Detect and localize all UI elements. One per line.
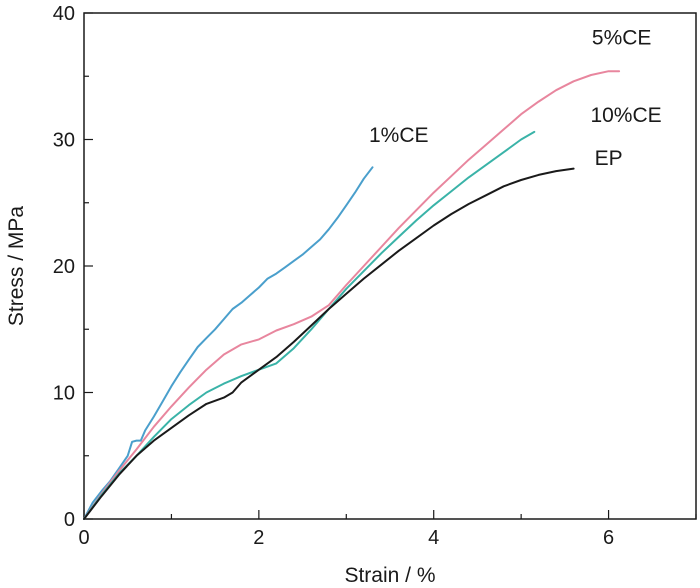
y-tick-label: 20: [53, 256, 75, 278]
x-tick-label: 6: [603, 527, 614, 549]
data-series: [83, 70, 621, 520]
plot-frame: [83, 12, 697, 520]
y-tick-label: 0: [64, 509, 75, 531]
x-axis-title: Strain / %: [344, 564, 435, 587]
y-axis-title: Stress / MPa: [5, 206, 28, 327]
y-tick-label: 30: [53, 130, 75, 152]
series-label-1pct-ce: 1%CE: [369, 124, 429, 147]
series-line-ep: [83, 167, 575, 520]
x-tick-label: 2: [253, 527, 264, 549]
series-label-10pct-ce: 10%CE: [590, 104, 661, 127]
series-labels: 1%CE 5%CE 10%CE EP: [369, 27, 662, 170]
series-label-5pct-ce: 5%CE: [592, 27, 652, 50]
series-line-10pct-ce: [83, 130, 536, 520]
y-tick-label: 40: [53, 3, 75, 25]
x-tick-label: 0: [78, 527, 89, 549]
x-tick-label: 4: [428, 527, 439, 549]
series-line-5pct-ce: [83, 70, 621, 520]
y-tick-label: 10: [53, 383, 75, 405]
axis-ticks: 0 2 4 6 0 10 20 30 40: [53, 3, 697, 549]
series-line-1pct-ce: [83, 166, 374, 520]
series-label-ep: EP: [595, 147, 623, 170]
